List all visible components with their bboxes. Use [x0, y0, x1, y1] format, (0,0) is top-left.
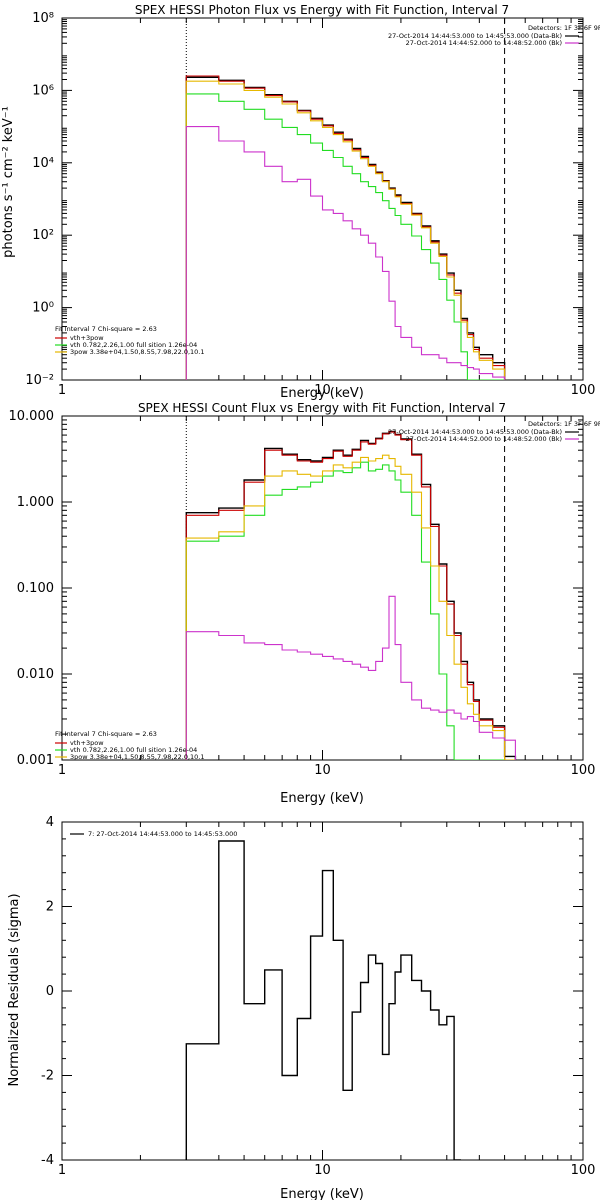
photon-y-tick-label: 10⁶	[32, 83, 54, 98]
photon-fit-legend-entry-label: vth 0.782,2.26,1.00 full sition 1.26e-04	[70, 341, 197, 349]
count-series-vth	[185, 461, 516, 760]
photon-series-bk	[185, 126, 506, 380]
residuals-y-tick-label: 0	[46, 984, 54, 999]
count-fit-legend-header: Fit Interval 7 Chi-square = 2.63	[55, 730, 157, 738]
count-y-tick-label: 0.001	[17, 753, 54, 768]
photon-y-tick-label: 10⁸	[32, 11, 54, 26]
photon-fit-legend-header: Fit Interval 7 Chi-square = 2.63	[55, 325, 157, 333]
photon-legend-entry-label: 27-Oct-2014 14:44:52.000 to 14:48:52.000…	[406, 39, 562, 47]
residuals-series-7-27-oct-2014-14-44-53-000-to-14-45-53-000	[185, 840, 461, 1160]
residuals-x-tick-label: 1	[58, 1163, 66, 1178]
photon-chart-title: SPEX HESSI Photon Flux vs Energy with Fi…	[135, 3, 509, 17]
photon-series-vth	[185, 93, 505, 380]
count-fit-legend-entry-label: 3pow 3.38e+04,1.50,8.55,7.98,22.0,10.1	[70, 753, 205, 761]
count-y-tick-label: 0.100	[17, 581, 54, 596]
residuals-y-tick-label: -4	[41, 1153, 54, 1168]
residuals-y-tick-label: -2	[41, 1069, 54, 1084]
residuals-x-tick-label: 10	[314, 1163, 331, 1178]
count-x-tick-label: 1	[58, 763, 66, 778]
count-series-3pow	[185, 454, 516, 760]
photon-legend-header: Detectors: 1F 3F 6F 9F	[528, 24, 600, 32]
count-series-bk	[185, 595, 516, 760]
count-legend-header: Detectors: 1F 3F 6F 9F	[528, 420, 600, 428]
residuals-y-tick-label: 4	[46, 815, 54, 830]
count-y-tick-label: 10.000	[9, 409, 55, 424]
photon-x-axis-label: Energy (keV)	[280, 386, 364, 401]
photon-x-tick-label: 100	[571, 383, 596, 398]
count-chart-title: SPEX HESSI Count Flux vs Energy with Fit…	[138, 401, 506, 415]
count-legend-entry-label: 27-Oct-2014 14:44:53.000 to 14:45:53.000…	[388, 428, 562, 436]
count-x-tick-label: 10	[314, 763, 331, 778]
residuals-x-axis-label: Energy (keV)	[280, 1187, 364, 1200]
residuals-legend-entry-label: 7: 27-Oct-2014 14:44:53.000 to 14:45:53.…	[88, 830, 237, 838]
photon-fit-legend-entry-label: vth+3pow	[70, 334, 104, 342]
photon-y-tick-label: 10⁻²	[25, 373, 54, 388]
count-x-axis-label: Energy (keV)	[280, 791, 364, 806]
count-y-tick-label: 0.010	[17, 667, 54, 682]
photon-fit-legend-entry-label: 3pow 3.38e+04,1.50,8.55,7.98,22.0,10.1	[70, 348, 205, 356]
photon-y-tick-label: 10⁰	[32, 301, 54, 316]
count-series-vth-3pow	[185, 431, 516, 760]
count-y-tick-label: 1.000	[17, 495, 54, 510]
photon-y-axis-label: photons s⁻¹ cm⁻² keV⁻¹	[1, 106, 16, 258]
photon-flux-panel: SPEX HESSI Photon Flux vs Energy with Fi…	[1, 3, 600, 401]
photon-y-tick-label: 10⁴	[32, 156, 54, 171]
count-fit-legend-entry-label: vth 0.782,2.26,1.00 full sition 1.26e-04	[70, 746, 197, 754]
photon-x-tick-label: 10	[314, 383, 331, 398]
count-x-tick-label: 100	[571, 763, 596, 778]
residuals-y-tick-label: 2	[46, 900, 54, 915]
residuals-x-tick-label: 100	[571, 1163, 596, 1178]
photon-legend-entry-label: 27-Oct-2014 14:44:53.000 to 14:45:53.000…	[388, 32, 562, 40]
count-flux-panel: SPEX HESSI Count Flux vs Energy with Fit…	[9, 401, 600, 806]
photon-x-tick-label: 1	[58, 383, 66, 398]
count-fit-legend-entry-label: vth+3pow	[70, 739, 104, 747]
residuals-y-axis-label: Normalized Residuals (sigma)	[7, 893, 22, 1086]
count-legend-entry-label: 27-Oct-2014 14:44:52.000 to 14:48:52.000…	[406, 435, 562, 443]
photon-series-3pow	[185, 80, 506, 380]
photon-y-tick-label: 10²	[32, 228, 54, 243]
residuals-panel: Energy (keV) Normalized Residuals (sigma…	[7, 815, 595, 1200]
